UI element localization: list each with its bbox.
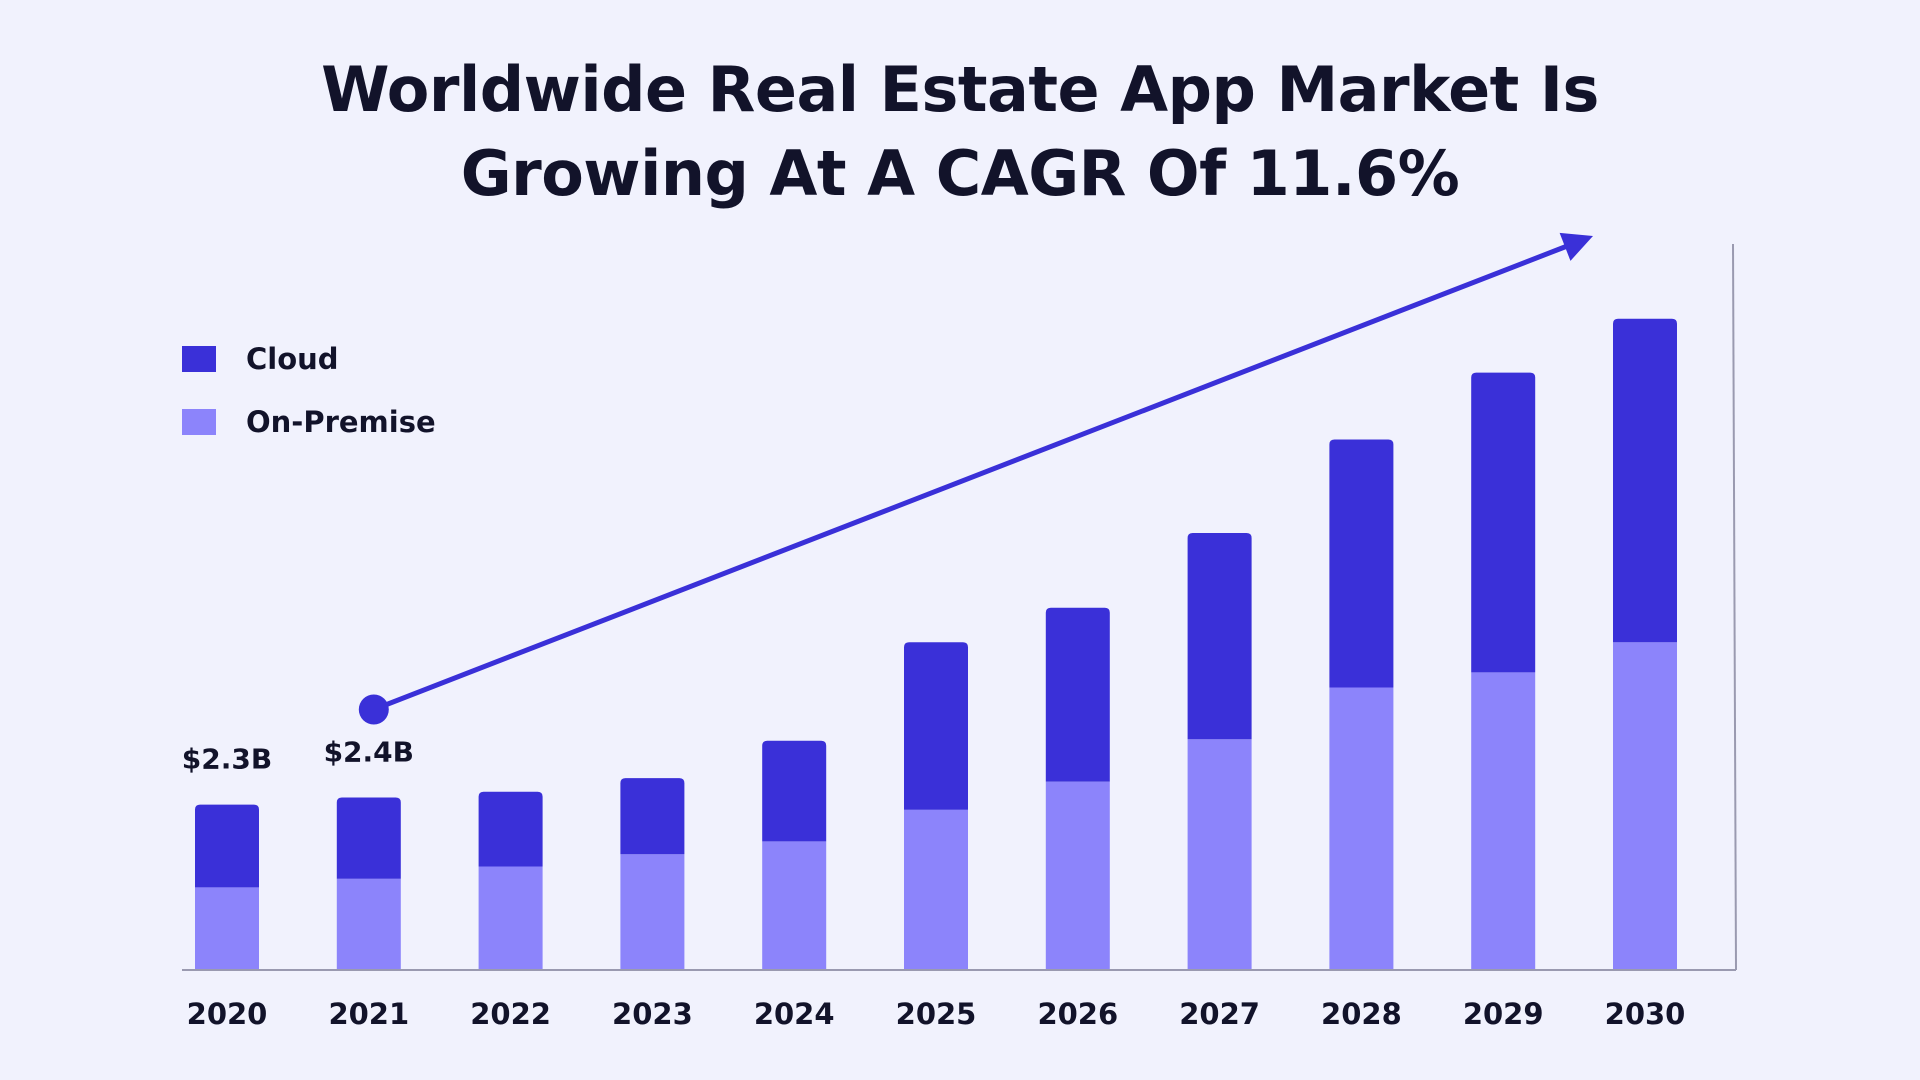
legend: Cloud On-Premise (182, 342, 436, 470)
right-axis-line (1732, 243, 1737, 971)
bar-on-premise-2023 (620, 854, 685, 970)
bar-on-premise-2024 (762, 841, 827, 970)
x-tick-label-2025: 2025 (896, 997, 977, 1031)
x-tick-label-2026: 2026 (1037, 997, 1118, 1031)
bar-cloud-2028 (1329, 439, 1394, 688)
legend-item-on-premise: On-Premise (182, 405, 436, 439)
x-tick-label-2024: 2024 (754, 997, 835, 1031)
x-tick-label-2023: 2023 (612, 997, 693, 1031)
data-label-2021: $2.4B (324, 735, 414, 768)
x-tick-label-2027: 2027 (1179, 997, 1260, 1031)
title-container: Worldwide Real Estate App Market Is Grow… (0, 48, 1920, 216)
x-tick-label-2029: 2029 (1463, 997, 1544, 1031)
bar-on-premise-2027 (1187, 739, 1252, 970)
bar-on-premise-2021 (336, 878, 401, 970)
x-tick-label-2030: 2030 (1605, 997, 1686, 1031)
bar-cloud-2030 (1613, 318, 1677, 643)
bar-cloud-2025 (904, 642, 968, 810)
bar-cloud-2020 (195, 804, 259, 888)
bar-on-premise-2022 (478, 866, 543, 970)
bar-cloud-2022 (478, 791, 543, 867)
x-tick-label-2022: 2022 (470, 997, 551, 1031)
trend-arrow-head (1559, 232, 1593, 261)
data-label-2020: $2.3B (182, 743, 272, 776)
bar-cloud-2021 (336, 797, 401, 879)
trend-arrow-start-dot (358, 694, 389, 725)
bar-cloud-2026 (1045, 607, 1110, 782)
bar-cloud-2024 (762, 740, 827, 842)
bar-cloud-2029 (1471, 372, 1536, 673)
legend-swatch-on-premise (182, 409, 216, 435)
legend-label-on-premise: On-Premise (246, 405, 436, 439)
bar-on-premise-2025 (904, 809, 968, 970)
legend-swatch-cloud (182, 346, 216, 372)
x-tick-label-2028: 2028 (1321, 997, 1402, 1031)
bar-on-premise-2026 (1045, 781, 1110, 970)
chart-title: Worldwide Real Estate App Market Is Grow… (321, 53, 1599, 210)
trend-arrow-line (371, 244, 1568, 712)
bar-cloud-2023 (620, 778, 685, 855)
bar-on-premise-2020 (195, 887, 259, 970)
legend-label-cloud: Cloud (246, 342, 339, 376)
x-tick-label-2021: 2021 (328, 997, 409, 1031)
bar-cloud-2027 (1187, 532, 1252, 740)
bar-on-premise-2029 (1471, 672, 1536, 970)
legend-item-cloud: Cloud (182, 342, 436, 376)
x-tick-label-2020: 2020 (187, 997, 268, 1031)
bar-on-premise-2028 (1329, 687, 1394, 970)
bar-on-premise-2030 (1613, 642, 1677, 970)
